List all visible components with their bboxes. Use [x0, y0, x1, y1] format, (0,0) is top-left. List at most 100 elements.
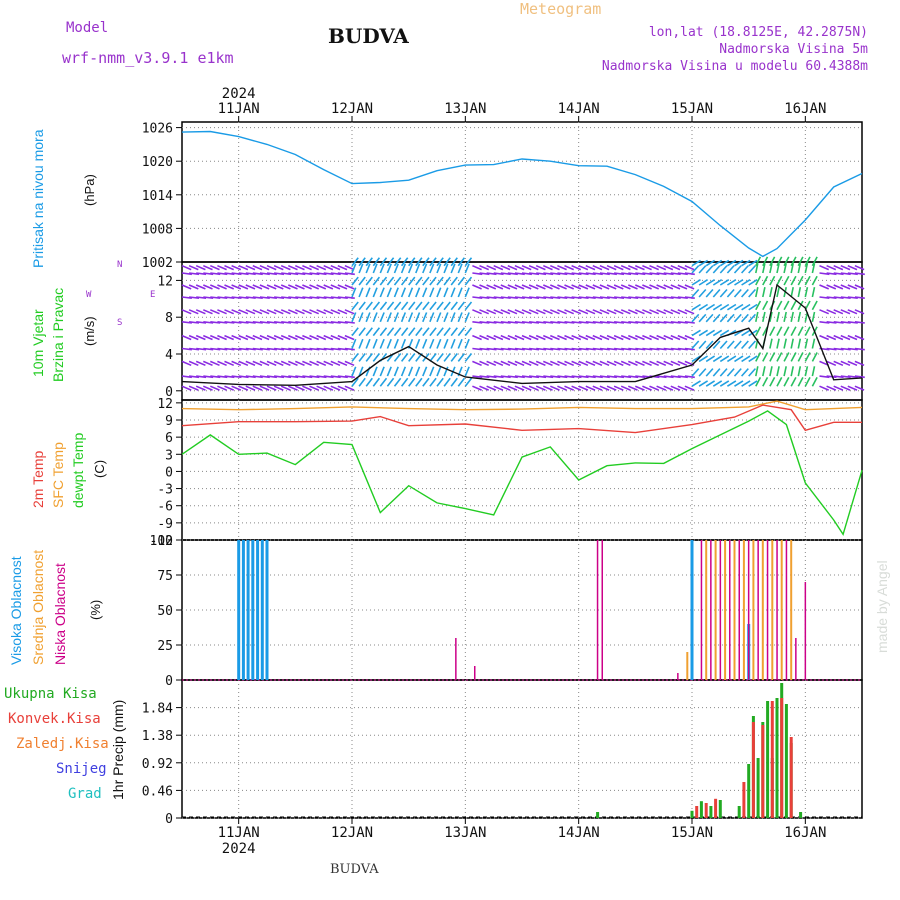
wind-barb-27 [196, 321, 207, 324]
wind-barb-681 [613, 264, 624, 271]
dewpt-label: dewpt Temp [70, 432, 86, 508]
wind-barb-252 [337, 264, 348, 271]
wind-barb-448 [464, 276, 473, 286]
wind-barb-658 [599, 272, 610, 276]
wind-barb-371 [415, 276, 423, 286]
wind-barb-213 [316, 334, 327, 341]
wind-barb-275 [358, 377, 366, 387]
wind-barb-456 [472, 321, 483, 324]
wind-barb-957 [797, 377, 804, 387]
wind-barb-59 [217, 334, 227, 341]
wind-barb-394 [429, 263, 435, 274]
wind-barb-438 [457, 263, 463, 274]
wind-barb-401 [436, 312, 442, 323]
wind-barb-846 [719, 259, 730, 267]
wind-barb-627 [585, 385, 596, 391]
dewpoint-line [181, 410, 863, 536]
wind-barb-1020 [833, 284, 844, 290]
wind-barb-305 [372, 276, 381, 286]
wind-barb-411 [443, 327, 451, 337]
wind-barb-170 [288, 321, 299, 324]
wind-barb-1011 [826, 264, 837, 271]
wind-barb-843 [719, 288, 728, 298]
wind-barb-728 [649, 360, 660, 367]
wind-barb-707 [635, 347, 646, 351]
wind-barb-1031 [840, 284, 851, 290]
wind-barb-667 [606, 296, 617, 299]
wind-barb-1010 [826, 272, 837, 276]
cloud-low-bar-16 [804, 582, 807, 680]
wind-barb-840 [719, 329, 730, 337]
wind-barb-135 [266, 347, 277, 351]
wind-barb-550 [535, 385, 546, 391]
wind-barb-82 [231, 321, 242, 324]
wind-barb-1029 [840, 309, 851, 315]
wind-barb-2 [181, 360, 192, 367]
pressure-unit: (hPa) [82, 174, 97, 206]
wind-barb-348 [400, 287, 407, 298]
wind-barb-968 [804, 377, 811, 387]
wind-barb-883 [748, 340, 756, 350]
wind-barb-227 [323, 296, 334, 299]
wind-barb-672 [614, 375, 625, 379]
wind-barb-946 [790, 377, 797, 387]
wind-barb-831 [712, 303, 723, 311]
wind-barb-933 [776, 263, 780, 274]
wind-barb-256 [344, 347, 355, 351]
wind-barb-512 [507, 309, 518, 315]
wind-barb-250 [337, 284, 348, 290]
wind-barb-265 [351, 366, 357, 377]
wind-barb-307 [372, 257, 381, 267]
wind-barb-70 [224, 334, 235, 341]
wind-barb-413 [443, 301, 451, 311]
wind-barb-215 [316, 309, 327, 315]
wind-barb-948 [790, 352, 797, 362]
wind-barb-354 [408, 353, 416, 362]
wind-barb-387 [429, 353, 437, 362]
wind-barb-751 [663, 347, 674, 351]
wind-barb-68 [224, 360, 235, 367]
wind-barb-477 [486, 334, 497, 341]
cloud-low-bar-2 [596, 540, 599, 680]
wind-barb-625 [578, 272, 589, 276]
wind-barb-928 [776, 326, 783, 336]
wind-barb-939 [783, 326, 790, 336]
wind-barb-248 [337, 309, 348, 315]
wind-barb-225 [323, 321, 334, 324]
wind-barb-174 [288, 272, 299, 276]
wind-barb-620 [578, 334, 589, 341]
wind-barb-837 [719, 368, 728, 377]
wind-barb-544 [529, 321, 540, 324]
cloud-high-bar-2 [246, 540, 250, 680]
wind-barb-412 [443, 312, 449, 323]
wind-barb-554 [535, 334, 546, 341]
precip-total-bar-3 [709, 806, 713, 818]
wind-barb-958 [797, 366, 802, 377]
wind-barb-510 [507, 334, 518, 341]
wind-barb-720 [642, 321, 653, 324]
wind-barb-270 [351, 301, 359, 311]
wind-barb-306 [372, 263, 378, 274]
cloud-mid-bar-7 [761, 540, 764, 680]
wind-barb-944 [783, 263, 787, 274]
wind-barb-482 [486, 272, 497, 276]
wind-barb-557 [536, 296, 547, 299]
wind-barb-786 [684, 321, 695, 324]
wind-barb-1027 [840, 334, 851, 341]
wind-barb-826 [712, 368, 721, 377]
wind-barb-804 [698, 368, 707, 377]
wind-barb-381 [422, 287, 428, 298]
wind-barb-915 [769, 352, 776, 362]
wind-barb-319 [386, 377, 395, 387]
wind-barb-100 [245, 375, 256, 379]
wind-barb-790 [684, 272, 695, 276]
wind-barb-219 [316, 264, 327, 271]
wind-barb-186 [294, 264, 305, 271]
cloud-high-bar-7 [690, 540, 694, 680]
wind-barb-788 [684, 296, 695, 299]
wind-barb-615 [571, 264, 582, 271]
wind-barb-418 [450, 377, 458, 387]
compass-west: W [86, 290, 92, 300]
wind-barb-917 [769, 326, 776, 336]
wind-barb-325 [386, 301, 395, 311]
